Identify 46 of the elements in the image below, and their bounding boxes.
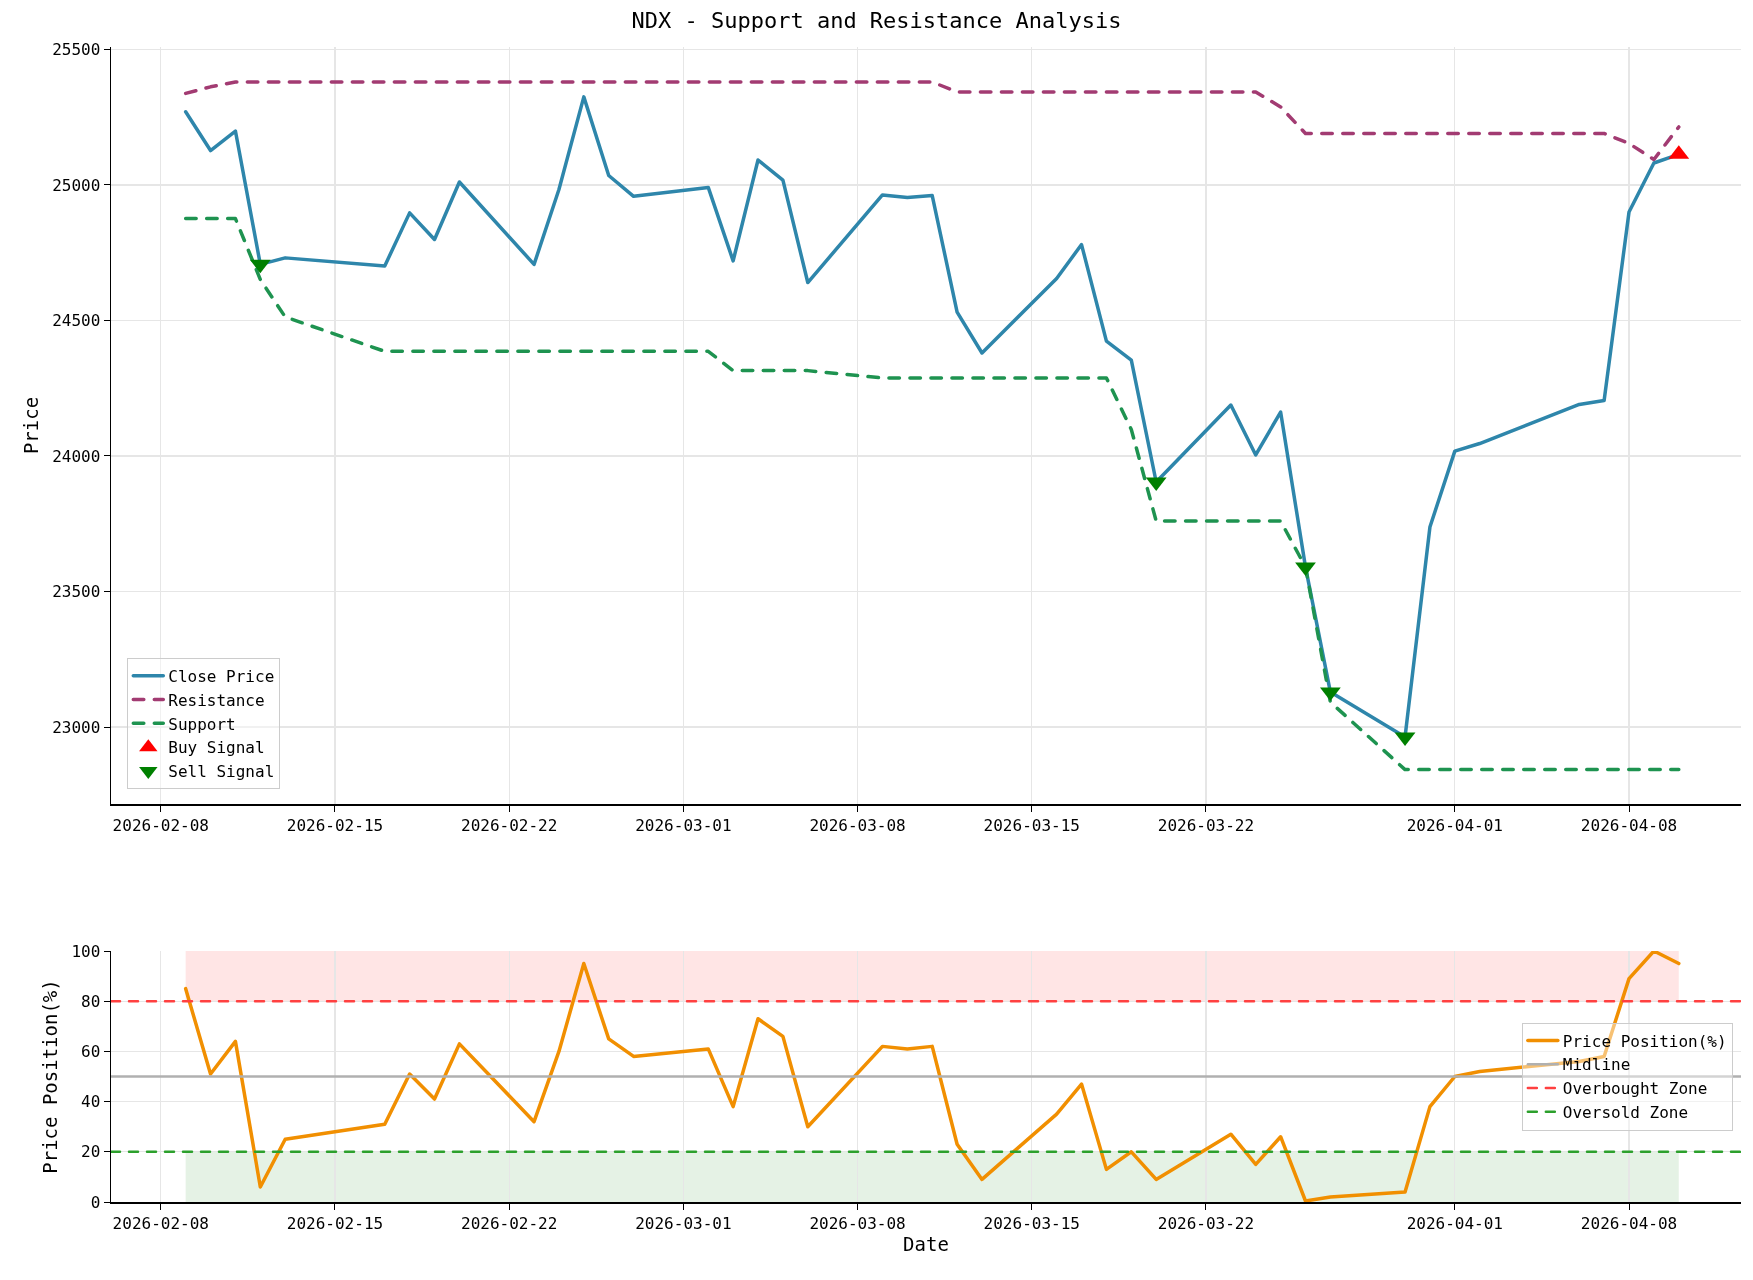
x-tick-label: 2026-03-15 xyxy=(983,815,1080,835)
x-tick-label: 2026-03-22 xyxy=(1157,1213,1255,1233)
point xyxy=(1295,562,1316,577)
ref-line-label: Midline xyxy=(1562,1055,1631,1075)
y-tick-label: 20 xyxy=(81,1142,101,1162)
x-tick-label: 2026-04-08 xyxy=(1580,1213,1678,1233)
legend-label: Oversold Zone xyxy=(1562,1103,1689,1123)
x-tick-label: 2026-03-01 xyxy=(635,1213,732,1233)
x-tick-label: 2026-02-08 xyxy=(112,1213,209,1233)
y-tick-label: 100 xyxy=(71,941,101,961)
y-tick-label: 24500 xyxy=(52,311,101,331)
x-tick-label: 2026-03-22 xyxy=(1157,815,1255,835)
legend-label: Resistance xyxy=(168,690,265,710)
x-tick-label: 2026-03-08 xyxy=(809,1213,906,1233)
x-tick-label: 2026-03-15 xyxy=(983,1213,1080,1233)
y-axis-title: Price Position(%) xyxy=(39,979,62,1174)
y-tick-label: 24000 xyxy=(52,446,101,466)
y-axis-title: Price xyxy=(20,396,43,455)
legend-label: Close Price xyxy=(168,667,275,686)
x-axis-title: Date xyxy=(903,1232,949,1255)
y-tick-label: 0 xyxy=(90,1192,101,1212)
y-tick-label: 25000 xyxy=(52,175,101,195)
y-tick-label: 23500 xyxy=(52,582,101,602)
x-tick-label: 2026-03-01 xyxy=(635,815,732,835)
x-tick-label: 2026-02-15 xyxy=(286,1213,384,1233)
x-tick-label: 2026-03-08 xyxy=(809,815,906,835)
y-tick-label: 60 xyxy=(81,1042,101,1061)
y-tick-label: 23000 xyxy=(52,717,101,737)
x-tick-label: 2026-02-08 xyxy=(112,815,209,835)
x-tick-label: 2026-04-01 xyxy=(1406,1213,1503,1233)
x-tick-label: 2026-02-22 xyxy=(461,1213,558,1233)
legend-label: Buy Signal xyxy=(168,738,265,758)
line-series xyxy=(183,80,1681,162)
legend-label: Support xyxy=(168,714,236,734)
x-tick-label: 2026-04-01 xyxy=(1406,815,1503,835)
legend-label: Overbought Zone xyxy=(1562,1079,1708,1099)
y-tick-label: 40 xyxy=(81,1092,101,1112)
y-tick-label: 80 xyxy=(81,991,101,1011)
x-tick-label: 2026-02-15 xyxy=(286,815,384,835)
chart-title: NDX - Support and Resistance Analysis xyxy=(631,8,1122,34)
x-tick-label: 2026-04-08 xyxy=(1580,815,1678,835)
legend-label: Sell Signal xyxy=(168,762,275,782)
point xyxy=(1320,687,1341,702)
x-tick-label: 2026-02-22 xyxy=(461,815,558,835)
legend-label: Price Position(%) xyxy=(1562,1031,1727,1051)
y-tick-label: 25500 xyxy=(52,40,101,60)
